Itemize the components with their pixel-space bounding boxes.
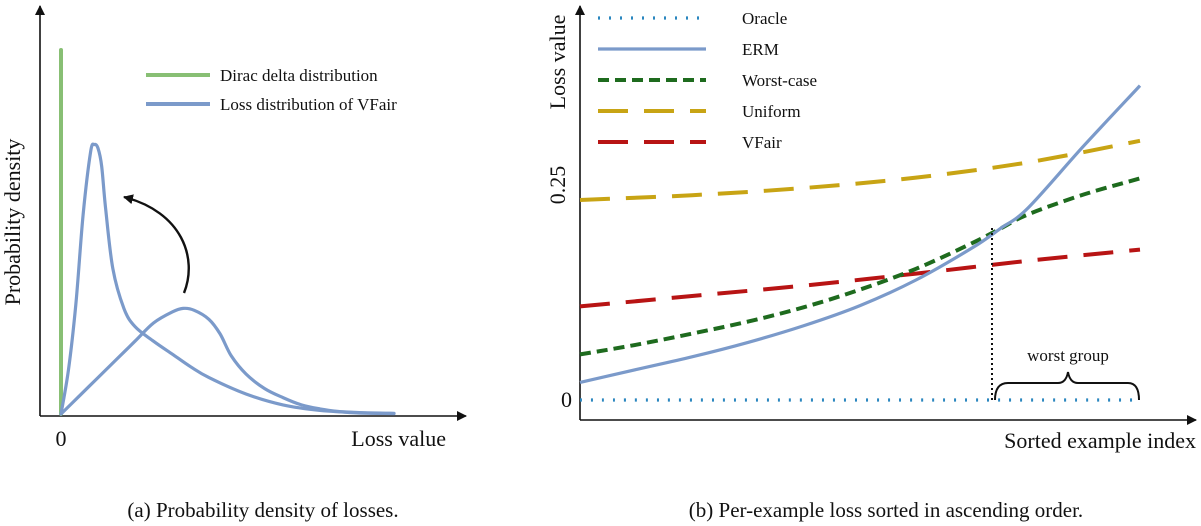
panel-a: Dirac delta distribution Loss distributi… <box>0 5 467 522</box>
worst-group-label: worst group <box>1027 346 1109 365</box>
panel-b: worst group Oracle ERM Worst-case Uniform VF… <box>545 5 1197 522</box>
legend-label-erm: ERM <box>742 40 779 59</box>
panel-b-legend: Oracle ERM Worst-case Uniform VFair <box>598 9 817 152</box>
panel-b-caption: (b) Per-example loss sorted in ascending… <box>689 498 1083 522</box>
worst-group-brace <box>994 371 1140 401</box>
panel-a-legend: Dirac delta distribution Loss distributi… <box>146 66 397 114</box>
legend-label-vfair-loss: Loss distribution of VFair <box>220 95 397 114</box>
legend-label-worst-case: Worst-case <box>742 71 817 90</box>
panel-a-x-tick-0: 0 <box>56 426 67 451</box>
series-line-uniform <box>579 138 1141 202</box>
panel-a-caption: (a) Probability density of losses. <box>127 498 398 522</box>
legend-label-vfair: VFair <box>742 133 782 152</box>
legend-label-uniform: Uniform <box>742 102 801 121</box>
panel-b-y-tick-0: 0 <box>561 387 572 412</box>
series-line-loss-distribution-of-vfair <box>59 142 396 416</box>
panel-a-x-axis-title: Loss value <box>351 426 446 451</box>
legend-label-oracle: Oracle <box>742 9 787 28</box>
series-line-loss-distribution-before <box>59 306 396 416</box>
panel-b-y-axis-title: Loss value <box>545 15 570 110</box>
panel-a-y-axis-title: Probability density <box>0 139 25 306</box>
panel-a-plot-area <box>59 48 396 416</box>
shift-arrow <box>123 194 190 294</box>
series-line-worst-case <box>579 176 1141 357</box>
panel-b-x-axis-title: Sorted example index <box>1004 428 1196 453</box>
series-line-erm <box>579 84 1142 384</box>
panel-b-plot-area <box>579 84 1142 402</box>
panel-b-y-tick-025: 0.25 <box>545 166 570 205</box>
legend-label-dirac: Dirac delta distribution <box>220 66 378 85</box>
series-line-vfair <box>579 247 1141 309</box>
